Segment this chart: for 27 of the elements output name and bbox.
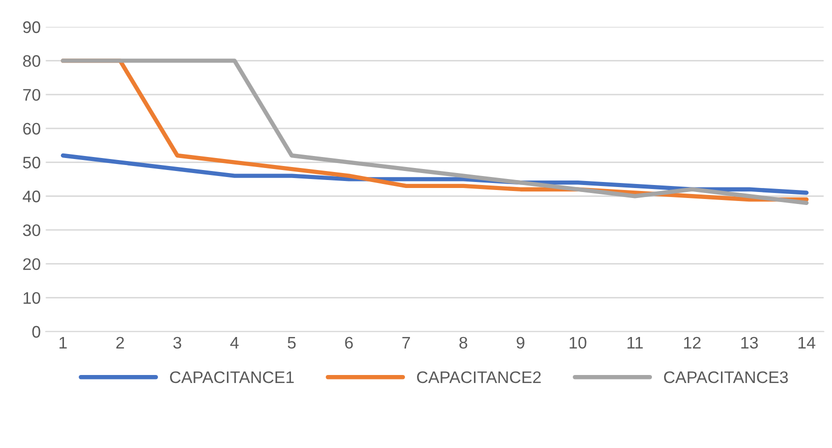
legend-label: CAPACITANCE2 xyxy=(417,371,541,384)
legend-label: CAPACITANCE1 xyxy=(170,371,294,384)
x-tick-label: 14 xyxy=(798,336,816,348)
y-tick-label: 10 xyxy=(24,292,40,304)
y-tick-label: 30 xyxy=(23,224,40,236)
x-tick-label: 10 xyxy=(570,336,586,349)
y-tick-label: 50 xyxy=(23,156,40,168)
x-tick-label: 4 xyxy=(230,336,239,348)
x-tick-label: 13 xyxy=(741,336,758,349)
x-tick-label: 1 xyxy=(60,336,67,348)
x-tick-label: 9 xyxy=(516,336,524,349)
x-tick-label: 8 xyxy=(459,336,468,349)
x-tick-label: 3 xyxy=(173,336,182,349)
y-tick-label: 0 xyxy=(32,326,40,338)
x-tick-label: 12 xyxy=(684,336,701,348)
y-tick-label: 90 xyxy=(23,21,40,34)
x-tick-label: 2 xyxy=(116,336,124,348)
y-tick-label: 40 xyxy=(22,190,40,202)
x-tick-label: 5 xyxy=(288,336,296,349)
y-tick-label: 80 xyxy=(23,55,40,67)
x-tick-label: 11 xyxy=(628,336,643,348)
x-tick-label: 7 xyxy=(402,336,410,348)
legend-label: CAPACITANCE3 xyxy=(664,371,788,384)
y-tick-label: 70 xyxy=(23,88,40,101)
y-tick-label: 20 xyxy=(23,258,40,270)
x-tick-label: 6 xyxy=(345,336,353,349)
y-tick-label: 60 xyxy=(23,122,40,135)
